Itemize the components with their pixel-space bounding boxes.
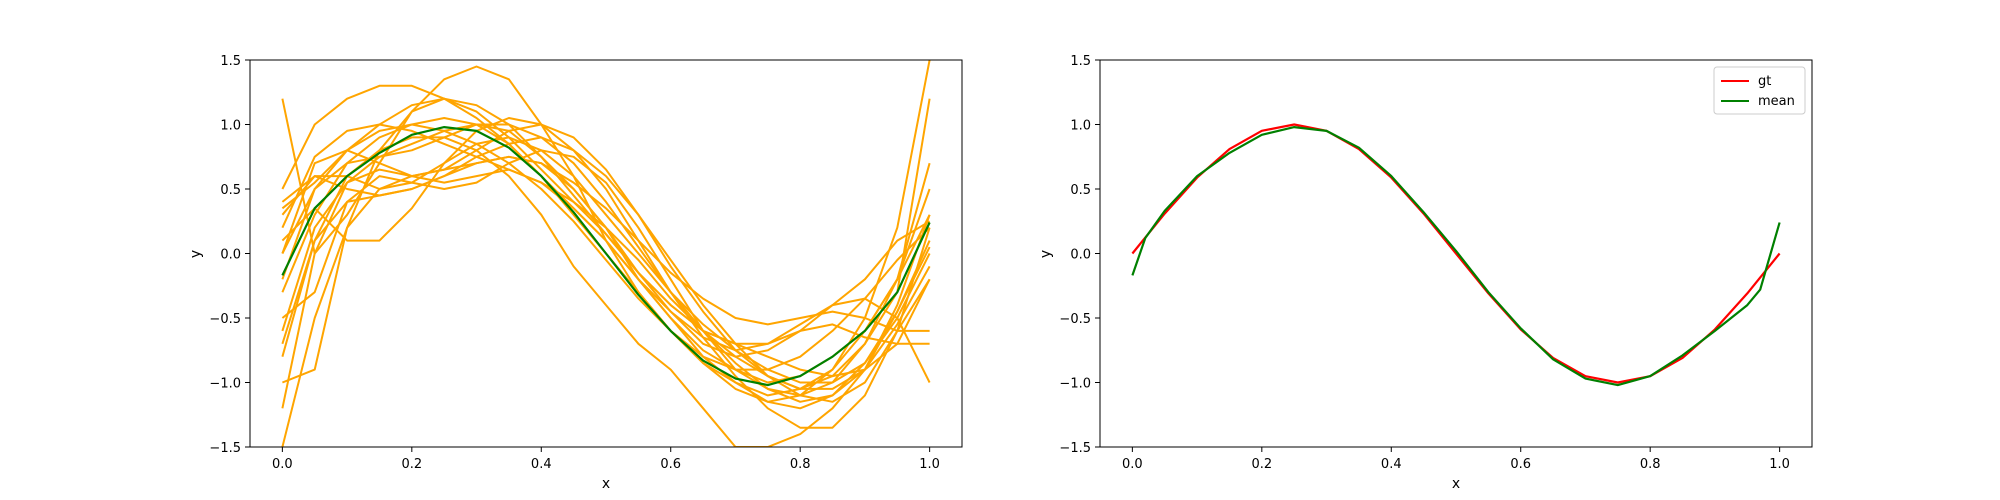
left-plot-area bbox=[281, 60, 931, 447]
right-y-tick-label-6: 1.5 bbox=[1070, 54, 1091, 69]
sample-line-14 bbox=[281, 123, 931, 409]
series-line-mean bbox=[1131, 125, 1781, 387]
right-x-tick-label-4: 0.8 bbox=[1640, 457, 1661, 472]
left-x-tick-label-4: 0.8 bbox=[790, 457, 811, 472]
left-x-tick-label-1: 0.2 bbox=[401, 457, 422, 472]
right-x-tick-label-1: 0.2 bbox=[1251, 457, 1272, 472]
left-x-tick-label-0: 0.0 bbox=[272, 457, 293, 472]
right-x-axis-label: x bbox=[1452, 476, 1460, 492]
left-y-tick-label-1: −1.0 bbox=[209, 377, 241, 392]
legend-label-gt: gt bbox=[1758, 74, 1771, 89]
legend-box bbox=[1713, 66, 1806, 115]
comparison-chart: 0.0 0.2 0.4 0.6 0.8 1.0 −1.5 −1.0 −0.5 0.0 0.5 1.0 1… bbox=[1038, 54, 1813, 492]
sample-line-17 bbox=[281, 123, 931, 403]
right-y-tick-label-0: −1.5 bbox=[1059, 441, 1091, 456]
sample-line-16 bbox=[281, 136, 931, 403]
legend: gt mean bbox=[1713, 66, 1806, 115]
left-y-tick-label-2: −0.5 bbox=[209, 312, 241, 327]
left-y-tick-label-3: 0.0 bbox=[220, 248, 241, 263]
right-x-tick-label-0: 0.0 bbox=[1122, 457, 1143, 472]
right-y-tick-label-4: 0.5 bbox=[1070, 183, 1091, 198]
right-axes: 0.0 0.2 0.4 0.6 0.8 1.0 −1.5 −1.0 −0.5 0.0 0.5 1.0 1… bbox=[1059, 54, 1790, 472]
legend-label-mean: mean bbox=[1758, 94, 1795, 109]
right-x-tick-label-5: 1.0 bbox=[1769, 457, 1790, 472]
right-y-tick-label-2: −0.5 bbox=[1059, 312, 1091, 327]
left-y-tick-label-5: 1.0 bbox=[220, 119, 241, 134]
mean-line bbox=[281, 125, 931, 387]
left-y-tick-label-4: 0.5 bbox=[220, 183, 241, 198]
right-x-tick-label-2: 0.4 bbox=[1381, 457, 1402, 472]
left-axes: 0.0 0.2 0.4 0.6 0.8 1.0 −1.5 −1.0 −0.5 0.0 0.5 1.0 1… bbox=[209, 54, 940, 472]
right-plot-area bbox=[1131, 123, 1781, 387]
right-y-tick-label-1: −1.0 bbox=[1059, 377, 1091, 392]
left-x-tick-label-3: 0.6 bbox=[660, 457, 681, 472]
right-x-tick-label-3: 0.6 bbox=[1510, 457, 1531, 472]
sample-line-15 bbox=[281, 97, 931, 345]
right-y-tick-label-3: 0.0 bbox=[1070, 248, 1091, 263]
left-x-axis-label: x bbox=[602, 476, 610, 492]
left-x-tick-label-2: 0.4 bbox=[531, 457, 552, 472]
sample-line-12 bbox=[281, 98, 931, 397]
right-y-tick-label-5: 1.0 bbox=[1070, 119, 1091, 134]
right-plot-frame bbox=[1099, 59, 1813, 448]
left-plot-frame bbox=[249, 59, 963, 448]
sample-line-10 bbox=[281, 123, 931, 371]
left-y-axis-label: y bbox=[188, 250, 204, 258]
right-y-axis-label: y bbox=[1038, 250, 1054, 258]
sample-line-9 bbox=[281, 117, 931, 429]
series-line-gt bbox=[1131, 123, 1781, 384]
sample-line-11 bbox=[281, 84, 931, 383]
sample-line-3 bbox=[281, 136, 931, 384]
left-y-tick-label-0: −1.5 bbox=[209, 441, 241, 456]
sample-line-13 bbox=[281, 123, 931, 390]
samples-chart: 0.0 0.2 0.4 0.6 0.8 1.0 −1.5 −1.0 −0.5 0.0 0.5 1.0 1… bbox=[188, 54, 963, 492]
left-y-tick-label-6: 1.5 bbox=[220, 54, 241, 69]
left-x-tick-label-5: 1.0 bbox=[919, 457, 940, 472]
